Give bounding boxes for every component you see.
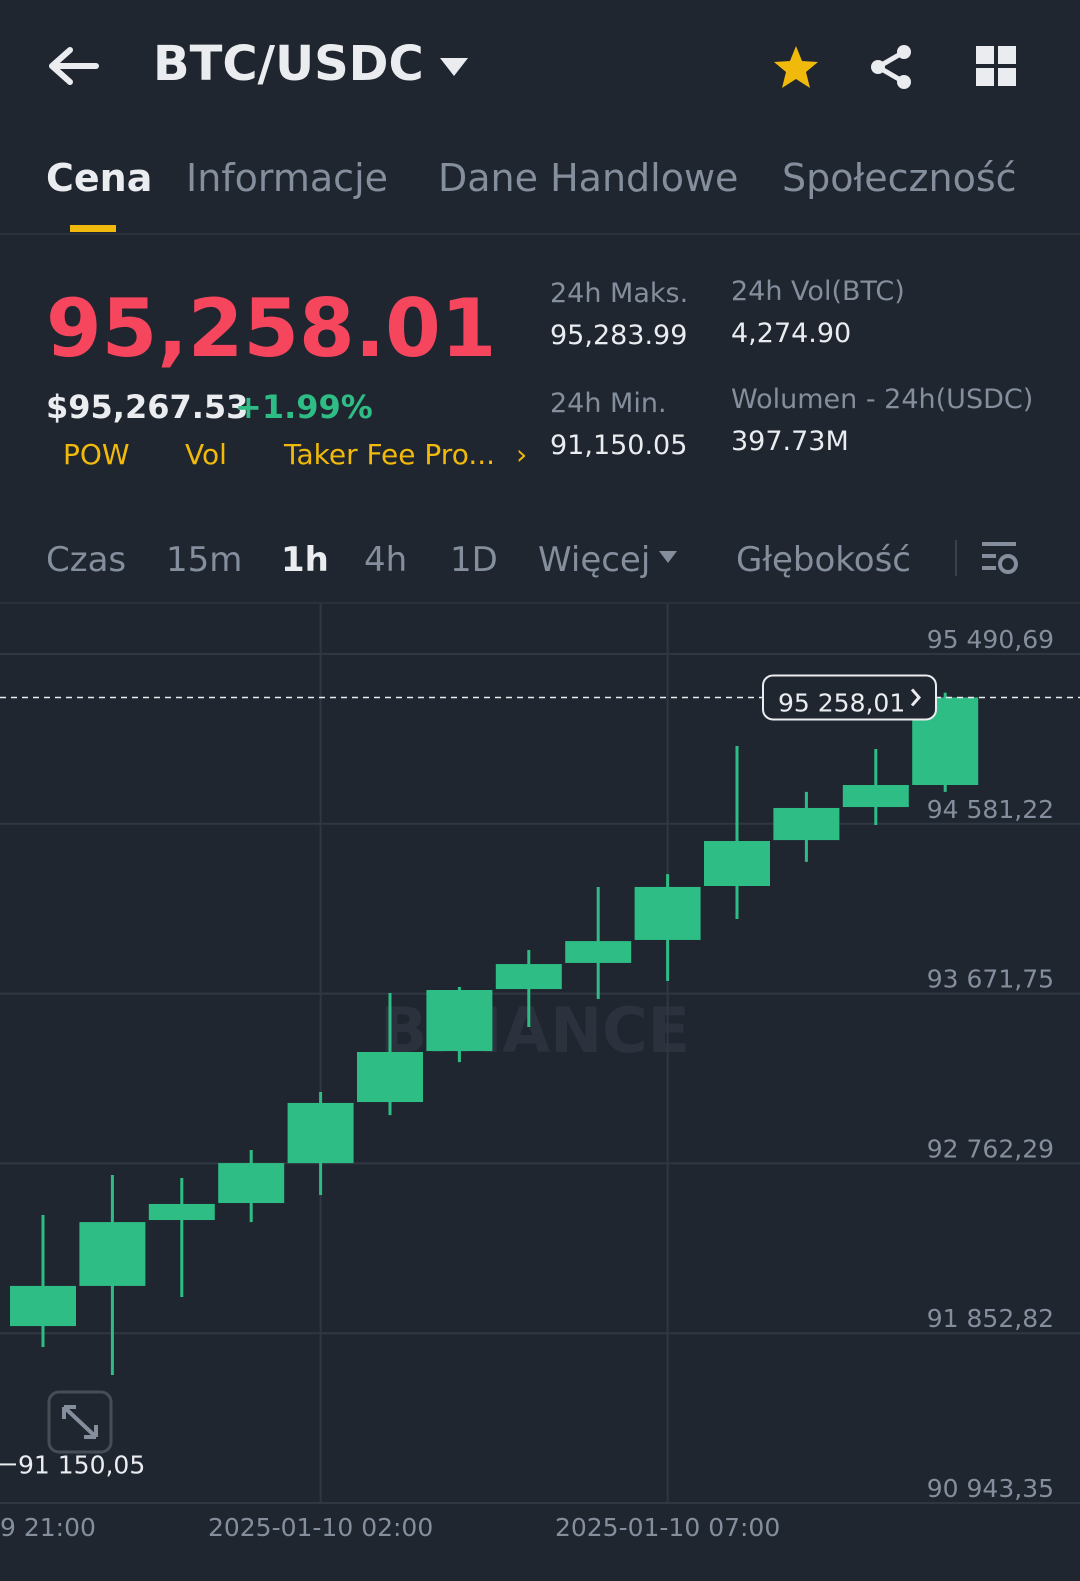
- tab-indicator: [70, 225, 116, 232]
- candle-body: [79, 1222, 146, 1286]
- candle-body: [842, 785, 909, 808]
- y-tick-label: 91 852,82: [927, 1304, 1054, 1333]
- stat-label: 24h Maks.: [550, 278, 689, 309]
- candle-body: [287, 1102, 354, 1164]
- expand-icon: [62, 1405, 98, 1439]
- x-tick-label: 2025-01-10 07:00: [555, 1513, 780, 1542]
- price-change: +1.99%: [235, 388, 373, 426]
- stat-value: 4,274.90: [731, 318, 852, 349]
- pair-dropdown[interactable]: [438, 56, 470, 78]
- tab[interactable]: Dane Handlowe: [438, 156, 739, 200]
- candle-body: [357, 1051, 423, 1103]
- low-marker-label: 91 150,05: [18, 1450, 145, 1479]
- candle-body: [704, 841, 770, 887]
- share-button[interactable]: [868, 44, 916, 90]
- grid-menu[interactable]: [976, 46, 1018, 88]
- y-tick-label: 92 762,29: [927, 1134, 1054, 1163]
- back-button[interactable]: [48, 44, 100, 88]
- tag[interactable]: Vol: [185, 438, 227, 471]
- tags-arrow[interactable]: ›: [516, 438, 528, 471]
- candle-body: [773, 807, 840, 841]
- candle-body: [495, 964, 562, 990]
- tag[interactable]: POW: [63, 438, 130, 471]
- candle-body: [10, 1285, 76, 1327]
- last-price-tag: [762, 674, 937, 721]
- y-tick-label: 90 943,35: [927, 1474, 1054, 1503]
- interval[interactable]: 15m: [166, 540, 243, 580]
- candle-body: [148, 1203, 215, 1221]
- interval[interactable]: Więcej: [538, 540, 651, 580]
- stat-value: 91,150.05: [550, 430, 688, 461]
- candle-body: [634, 886, 701, 940]
- chart-settings[interactable]: [980, 540, 1020, 578]
- x-tick-label: 2025-01-10 02:00: [208, 1513, 433, 1542]
- tab[interactable]: Cena: [46, 156, 153, 200]
- favorite-star[interactable]: [772, 44, 820, 90]
- stat-label: 24h Min.: [550, 388, 667, 419]
- interval[interactable]: 4h: [364, 540, 408, 580]
- candle-body: [218, 1163, 285, 1204]
- divider: [0, 233, 1080, 235]
- last-price: 95,258.01: [46, 282, 497, 375]
- stat-value: 95,283.99: [550, 320, 688, 351]
- depth-tab[interactable]: Głębokość: [736, 540, 911, 580]
- expand-button[interactable]: [47, 1390, 113, 1454]
- separator: [955, 540, 957, 576]
- y-tick-label: 95 490,69: [927, 625, 1054, 654]
- tag[interactable]: Taker Fee Pro...: [284, 438, 496, 471]
- stat-value: 397.73M: [731, 426, 849, 457]
- interval[interactable]: 1h: [281, 540, 329, 580]
- divider: [0, 602, 1080, 604]
- interval[interactable]: Czas: [46, 540, 127, 580]
- tag-arrow: [910, 688, 921, 707]
- candle-body: [426, 990, 493, 1052]
- last-price-label: 95 258,01: [778, 688, 905, 717]
- y-tick-label: 93 671,75: [927, 965, 1054, 994]
- stat-label: Wolumen - 24h(USDC): [731, 384, 1034, 415]
- y-tick-label: 94 581,22: [927, 795, 1054, 824]
- stat-label: 24h Vol(BTC): [731, 276, 905, 307]
- candle-body: [565, 941, 632, 963]
- pair[interactable]: BTC/USDC: [153, 36, 424, 92]
- more-dropdown[interactable]: [658, 550, 678, 564]
- usd-price: $95,267.53: [46, 388, 249, 426]
- tab[interactable]: Informacje: [186, 156, 389, 200]
- tab[interactable]: Społeczność: [782, 156, 1017, 200]
- x-tick-label: 9 21:00: [0, 1513, 96, 1542]
- interval[interactable]: 1D: [450, 540, 498, 580]
